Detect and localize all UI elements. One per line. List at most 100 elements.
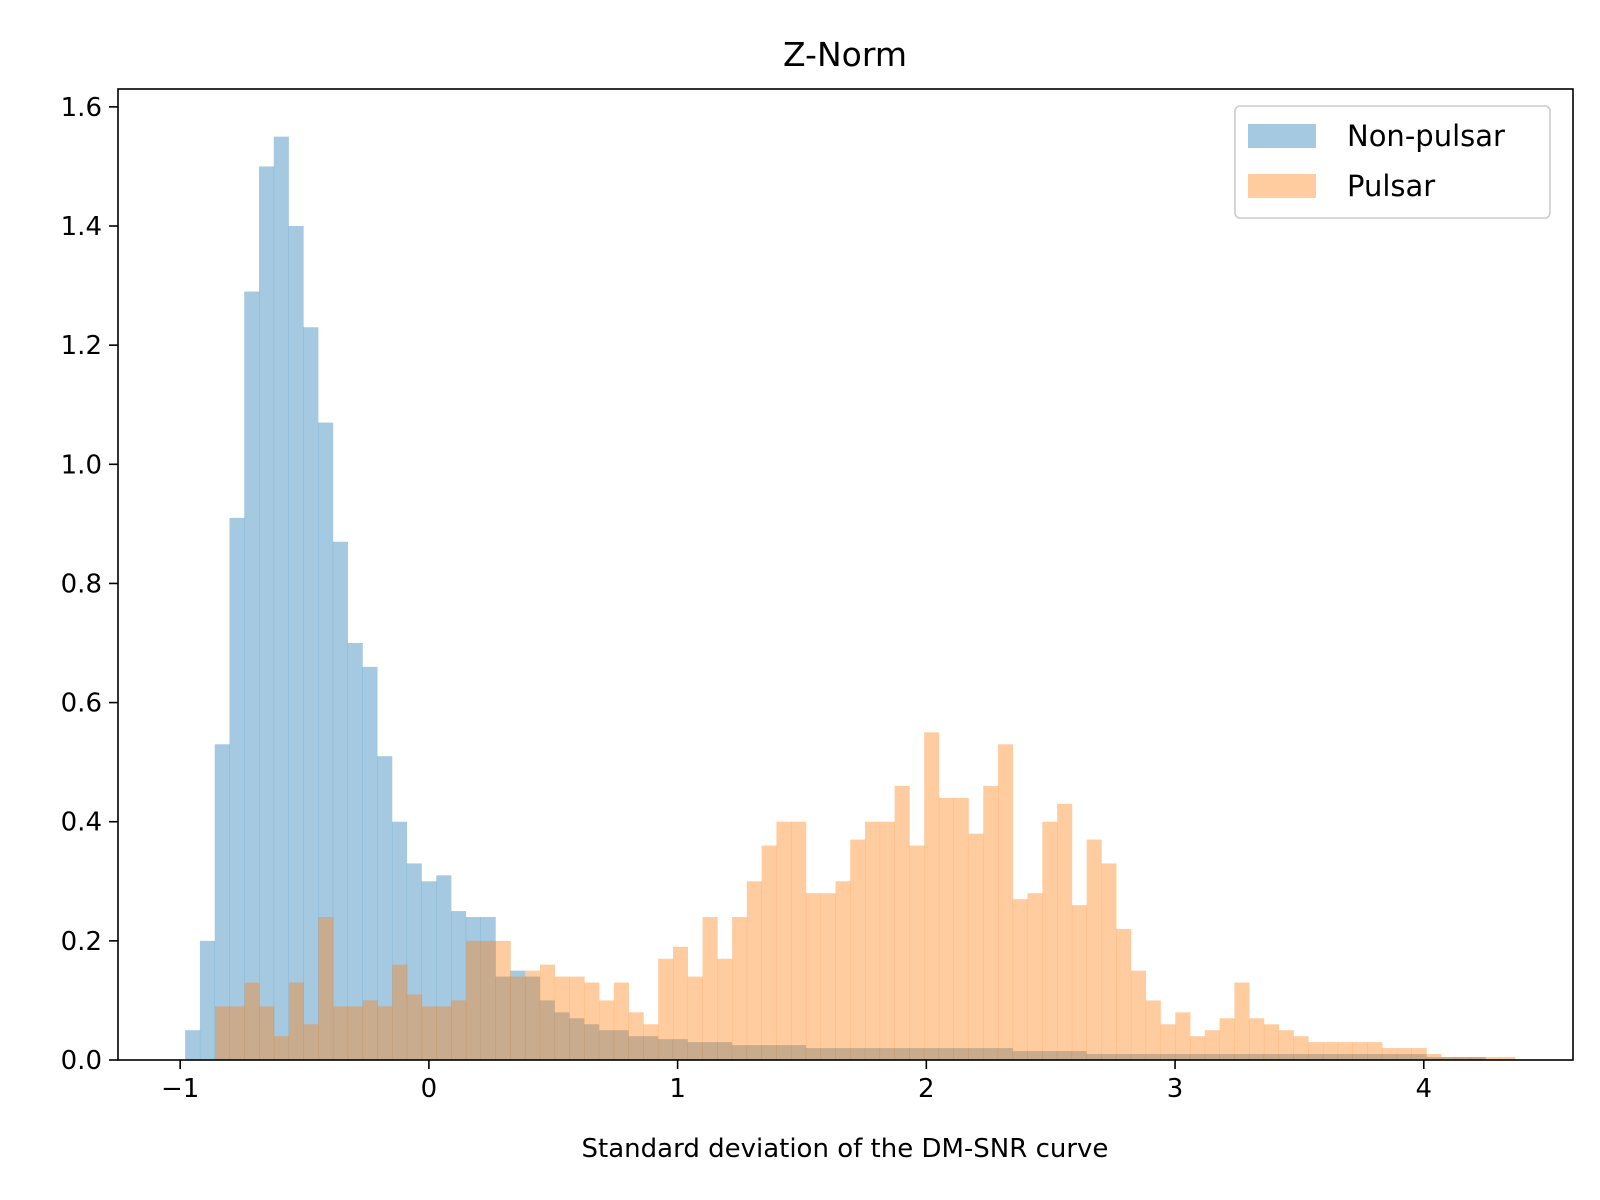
pulsar-bar [215, 1006, 231, 1060]
plot-frame [117, 88, 1574, 1061]
x-tick-label: 0 [421, 1074, 438, 1104]
pulsar-bar [1190, 1036, 1206, 1060]
non-pulsar-bar [1381, 1054, 1397, 1060]
non-pulsar-bar [451, 911, 467, 1060]
pulsar-bar [1204, 1030, 1220, 1060]
legend-swatch-non-pulsar [1248, 124, 1316, 148]
pulsar-bar [1160, 1024, 1176, 1060]
pulsar-bar [1234, 982, 1250, 1060]
non-pulsar-bar [199, 940, 215, 1060]
non-pulsar-bar [761, 1045, 777, 1060]
non-pulsar-bar [303, 327, 319, 1060]
pulsar-bar [835, 881, 851, 1060]
pulsar-bar [244, 982, 260, 1060]
x-tick-label: 1 [669, 1074, 686, 1104]
non-pulsar-bar [982, 1048, 999, 1060]
non-pulsar-bar [938, 1048, 954, 1060]
non-pulsar-bar [746, 1045, 762, 1060]
non-pulsar-bar [510, 970, 526, 1060]
pulsar-bar [1396, 1048, 1412, 1060]
pulsar-bar [894, 785, 910, 1060]
non-pulsar-bar [923, 1048, 939, 1060]
pulsar-bar [1130, 970, 1147, 1060]
non-pulsar-bar [628, 1036, 644, 1060]
non-pulsar-bar [879, 1048, 895, 1060]
pulsar-bar [1470, 1057, 1486, 1060]
pulsar-bar [983, 785, 999, 1060]
non-pulsar-bar [185, 1030, 201, 1060]
non-pulsar-bar [347, 643, 363, 1060]
non-pulsar-bar [362, 666, 378, 1060]
chart-title: Z-Norm [783, 35, 907, 74]
legend-swatch-pulsar [1248, 174, 1316, 198]
non-pulsar-bar [1307, 1054, 1324, 1060]
non-pulsar-bar [1426, 1057, 1442, 1060]
pulsar-bar [1441, 1057, 1457, 1060]
non-pulsar-bar [214, 744, 230, 1060]
non-pulsar-bar [598, 1030, 614, 1060]
y-tick-label: 1.4 [61, 212, 102, 242]
pulsar-bar [924, 732, 940, 1060]
x-tick-label: 2 [918, 1074, 935, 1104]
non-pulsar-bar [805, 1048, 821, 1060]
y-tick-label: 0.8 [61, 569, 102, 599]
pulsar-bar [746, 881, 762, 1060]
pulsar-bar [717, 958, 733, 1060]
non-pulsar-bar [569, 1018, 585, 1060]
y-tick-label: 0.6 [61, 689, 102, 719]
non-pulsar-bar [480, 917, 496, 1060]
non-pulsar-bar [997, 1048, 1013, 1060]
non-pulsar-bar [1293, 1054, 1309, 1060]
y-tick-label: 0.4 [61, 808, 102, 838]
non-pulsar-bar [1189, 1054, 1205, 1060]
pulsar-bar [466, 940, 482, 1060]
legend: Non-pulsar Pulsar [1234, 105, 1551, 219]
non-pulsar-bar [1248, 1054, 1264, 1060]
pulsar-bar [879, 821, 895, 1060]
legend-label-pulsar: Pulsar [1347, 169, 1435, 203]
non-pulsar-bar [1071, 1051, 1087, 1060]
pulsar-bar [643, 1024, 659, 1060]
non-pulsar-bar [436, 875, 452, 1060]
non-pulsar-bar [613, 1030, 629, 1060]
non-pulsar-bar [820, 1048, 836, 1060]
non-pulsar-bar [495, 976, 511, 1060]
non-pulsar-series [185, 136, 1486, 1061]
non-pulsar-bar [672, 1039, 688, 1060]
pulsar-bar [1145, 1000, 1161, 1060]
non-pulsar-bar [554, 1012, 570, 1060]
pulsar-bar [347, 1006, 364, 1060]
pulsar-bar [1116, 928, 1132, 1060]
non-pulsar-bar [717, 1042, 733, 1060]
pulsar-bar [672, 946, 689, 1060]
non-pulsar-bar [1367, 1054, 1383, 1060]
non-pulsar-bar [421, 881, 437, 1060]
pulsar-bar [1426, 1054, 1442, 1060]
pulsar-bar [525, 970, 541, 1060]
non-pulsar-bar [584, 1024, 600, 1060]
pulsar-bar [953, 797, 969, 1060]
non-pulsar-bar [1115, 1054, 1131, 1060]
non-pulsar-bar [1470, 1057, 1486, 1060]
non-pulsar-bar [864, 1048, 880, 1060]
non-pulsar-bar [968, 1048, 984, 1060]
x-tick-label: −1 [161, 1074, 199, 1104]
non-pulsar-bar [1160, 1054, 1176, 1060]
pulsar-bar [850, 839, 866, 1060]
pulsar-bar [613, 982, 629, 1060]
non-pulsar-bar [1278, 1054, 1294, 1060]
pulsar-bar [1500, 1057, 1516, 1060]
non-pulsar-bar [1322, 1054, 1338, 1060]
x-tick-label: 3 [1167, 1074, 1184, 1104]
y-tick-label: 1.6 [61, 93, 102, 123]
non-pulsar-bar [1175, 1054, 1191, 1060]
non-pulsar-bar [849, 1048, 866, 1060]
non-pulsar-bar [406, 863, 422, 1060]
pulsar-bar [377, 1006, 393, 1060]
pulsar-bar [776, 821, 792, 1060]
x-axis: −1 0 1 2 3 4 [161, 1060, 1432, 1104]
legend-box [1234, 105, 1551, 219]
non-pulsar-bar [1130, 1054, 1146, 1060]
pulsar-bar [1367, 1042, 1383, 1060]
non-pulsar-bar [909, 1048, 925, 1060]
